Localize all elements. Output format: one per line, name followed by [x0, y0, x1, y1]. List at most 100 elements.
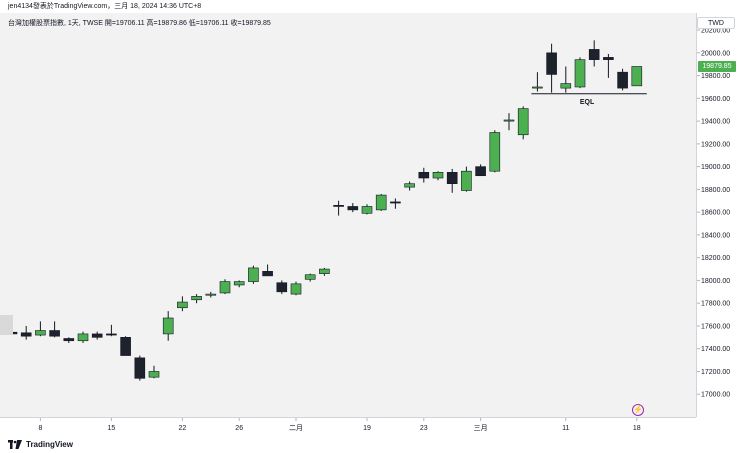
- candle[interactable]: [219, 279, 231, 295]
- candle[interactable]: [248, 265, 259, 284]
- footer: [0, 435, 740, 453]
- time-tick-label: 22: [179, 425, 187, 432]
- candle[interactable]: [177, 296, 188, 312]
- publish-caption: jen4134發表於TradingView.com，三月 18, 2024 14…: [8, 3, 202, 10]
- candle-body-up: [233, 281, 245, 286]
- candle-body-up: [205, 293, 217, 296]
- candle-body-down: [617, 71, 628, 89]
- last-price-tag: 19879.85: [698, 60, 736, 72]
- time-tick-label: 18: [633, 425, 641, 432]
- candle[interactable]: [631, 66, 643, 87]
- candle[interactable]: [290, 281, 302, 296]
- candle-body-up: [148, 371, 160, 378]
- candle-body-down: [63, 338, 75, 342]
- candle[interactable]: [77, 331, 89, 344]
- candle-body-down: [262, 271, 273, 277]
- price-tick-label: 18600.00: [701, 210, 730, 217]
- price-tick-label: 19800.00: [701, 73, 730, 80]
- candle[interactable]: [233, 280, 245, 288]
- time-tick-label: 19: [363, 425, 371, 432]
- candle[interactable]: [432, 171, 444, 181]
- candle[interactable]: [205, 291, 217, 298]
- price-tick-label: 20000.00: [701, 50, 730, 57]
- candle[interactable]: [148, 365, 160, 379]
- time-tick-label: 8: [38, 425, 42, 432]
- price-tick-label: 18400.00: [701, 232, 730, 239]
- candle[interactable]: [375, 193, 387, 212]
- candle[interactable]: [191, 294, 202, 304]
- candle-body-up: [489, 132, 501, 172]
- tradingview-logo[interactable]: TradingView: [8, 438, 73, 450]
- currency-label[interactable]: TWD: [697, 17, 735, 29]
- candle-body-down: [475, 166, 486, 177]
- time-axis[interactable]: 8 15 22 26 二月 19 23 三月 11 18: [0, 417, 696, 435]
- candle-body-down: [588, 49, 600, 60]
- candle-body-down: [418, 172, 430, 179]
- candle[interactable]: [333, 200, 344, 216]
- candle-body-up: [219, 281, 231, 294]
- candlestick-chart[interactable]: EQL: [0, 13, 696, 417]
- symbol-legend: 台灣加權股票指數, 1天, TWSE 開=19706.11 高=19879.86…: [8, 20, 271, 27]
- price-tick-label: 18800.00: [701, 187, 730, 194]
- candle[interactable]: [35, 321, 46, 337]
- chart-plot-area[interactable]: EQL: [0, 13, 696, 417]
- candle[interactable]: [262, 264, 273, 277]
- price-tick-label: 19200.00: [701, 141, 730, 148]
- candle-body-down: [91, 333, 103, 338]
- candle-body-up: [404, 183, 415, 188]
- price-tick-label: 17200.00: [701, 369, 730, 376]
- candle[interactable]: [603, 53, 614, 78]
- candle[interactable]: [63, 337, 75, 344]
- candle[interactable]: [617, 68, 628, 91]
- time-tick-label: 26: [235, 425, 243, 432]
- candle[interactable]: [20, 325, 32, 340]
- candle-body-up: [631, 66, 643, 87]
- price-tick-label: 19400.00: [701, 119, 730, 126]
- price-tick-label: 19000.00: [701, 164, 730, 171]
- candle-body-down: [134, 357, 146, 379]
- candle[interactable]: [517, 106, 529, 140]
- candle-body-down: [276, 282, 288, 293]
- candle[interactable]: [49, 321, 60, 338]
- candle-body-up: [461, 170, 472, 191]
- candle[interactable]: [560, 66, 572, 93]
- candle[interactable]: [404, 181, 415, 191]
- candle[interactable]: [162, 311, 174, 341]
- tradingview-brand: TradingView: [26, 439, 73, 449]
- candle-body-down: [390, 201, 401, 204]
- candle[interactable]: [390, 198, 401, 209]
- candle-body-up: [361, 206, 373, 214]
- candle-body-down: [603, 57, 614, 60]
- candle-body-up: [574, 59, 586, 88]
- candle[interactable]: [489, 130, 501, 173]
- candle[interactable]: [304, 273, 316, 282]
- candle[interactable]: [418, 167, 430, 183]
- candle-body-up: [532, 86, 543, 89]
- candle[interactable]: [91, 331, 103, 340]
- candle[interactable]: [532, 72, 543, 92]
- tv-logo-icon: [8, 439, 22, 449]
- scroll-handle[interactable]: [0, 315, 13, 335]
- candle[interactable]: [503, 113, 515, 131]
- candle-body-up: [191, 296, 202, 301]
- candle[interactable]: [361, 204, 373, 215]
- candle-body-up: [77, 333, 89, 342]
- price-tick-label: 18200.00: [701, 255, 730, 262]
- candle[interactable]: [106, 324, 117, 337]
- candle[interactable]: [120, 336, 131, 356]
- lightning-icon[interactable]: ⚡: [632, 404, 644, 416]
- candle[interactable]: [276, 280, 288, 295]
- candle[interactable]: [134, 355, 146, 381]
- candle[interactable]: [475, 164, 486, 177]
- candle[interactable]: [446, 168, 458, 193]
- candle[interactable]: [319, 267, 330, 276]
- time-tick-label: 三月: [474, 424, 488, 432]
- candle[interactable]: [574, 57, 586, 89]
- candle-body-up: [290, 283, 302, 295]
- candle[interactable]: [347, 203, 359, 213]
- candle[interactable]: [546, 43, 557, 93]
- price-tick-label: 19600.00: [701, 96, 730, 103]
- candle[interactable]: [461, 166, 472, 192]
- price-axis[interactable]: 17000.00 17200.00 17400.00 17600.00 17800.00…: [696, 13, 740, 417]
- candle[interactable]: [588, 40, 600, 67]
